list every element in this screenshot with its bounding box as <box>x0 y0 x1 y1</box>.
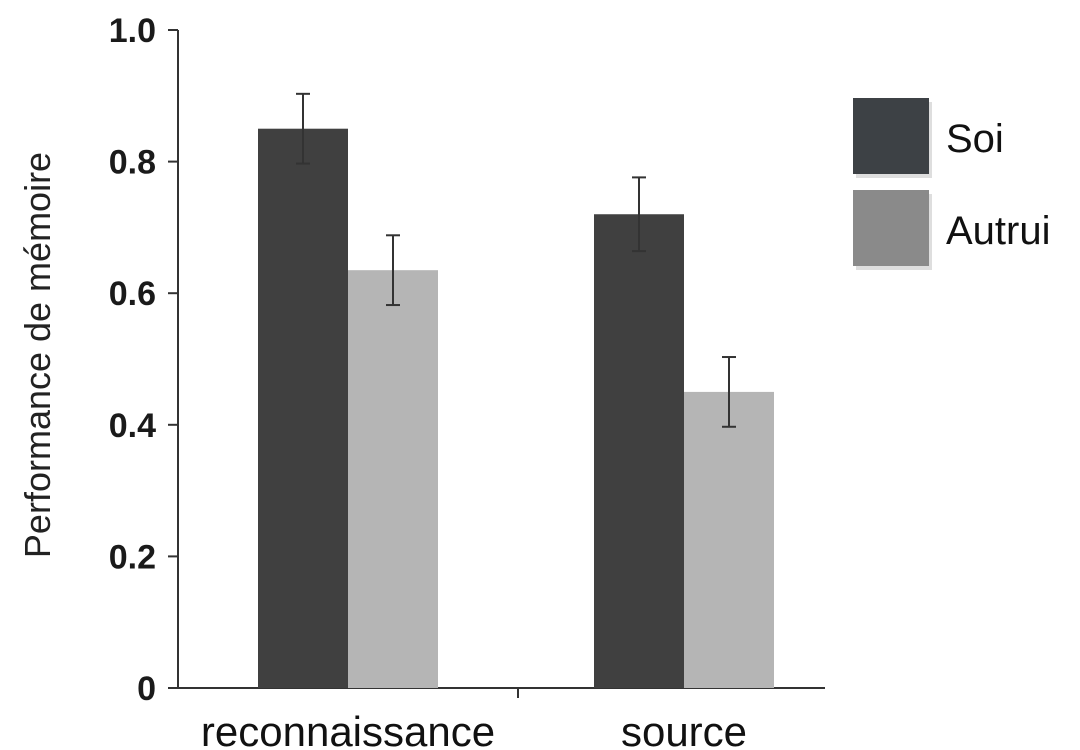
x-category-label: reconnaissance <box>201 708 495 750</box>
y-tick-label: 1.0 <box>109 12 156 50</box>
bar-soi-source <box>594 214 684 689</box>
bar-soi-reconnaissance <box>258 128 348 688</box>
legend-swatch-soi <box>853 98 929 174</box>
y-axis: 0 0.2 0.4 0.6 0.8 1.0 <box>109 12 179 708</box>
legend-label-soi: Soi <box>946 117 1004 161</box>
bar-autrui-source <box>684 391 774 688</box>
x-axis: reconnaissance source <box>178 687 825 750</box>
y-axis-label: Performance de mémoire <box>17 152 58 558</box>
bars <box>258 92 774 689</box>
y-tick-label: 0.4 <box>109 407 156 445</box>
y-tick-label: 0.2 <box>109 538 156 576</box>
y-tick-label: 0.6 <box>109 275 156 313</box>
y-tick-label: 0 <box>137 670 156 708</box>
legend-label-autrui: Autrui <box>946 209 1051 253</box>
legend: Soi Autrui <box>853 98 1051 270</box>
y-tick-label: 0.8 <box>109 144 156 182</box>
legend-swatch-autrui <box>853 190 929 266</box>
bar-autrui-reconnaissance <box>348 270 438 688</box>
x-category-label: source <box>621 708 747 750</box>
